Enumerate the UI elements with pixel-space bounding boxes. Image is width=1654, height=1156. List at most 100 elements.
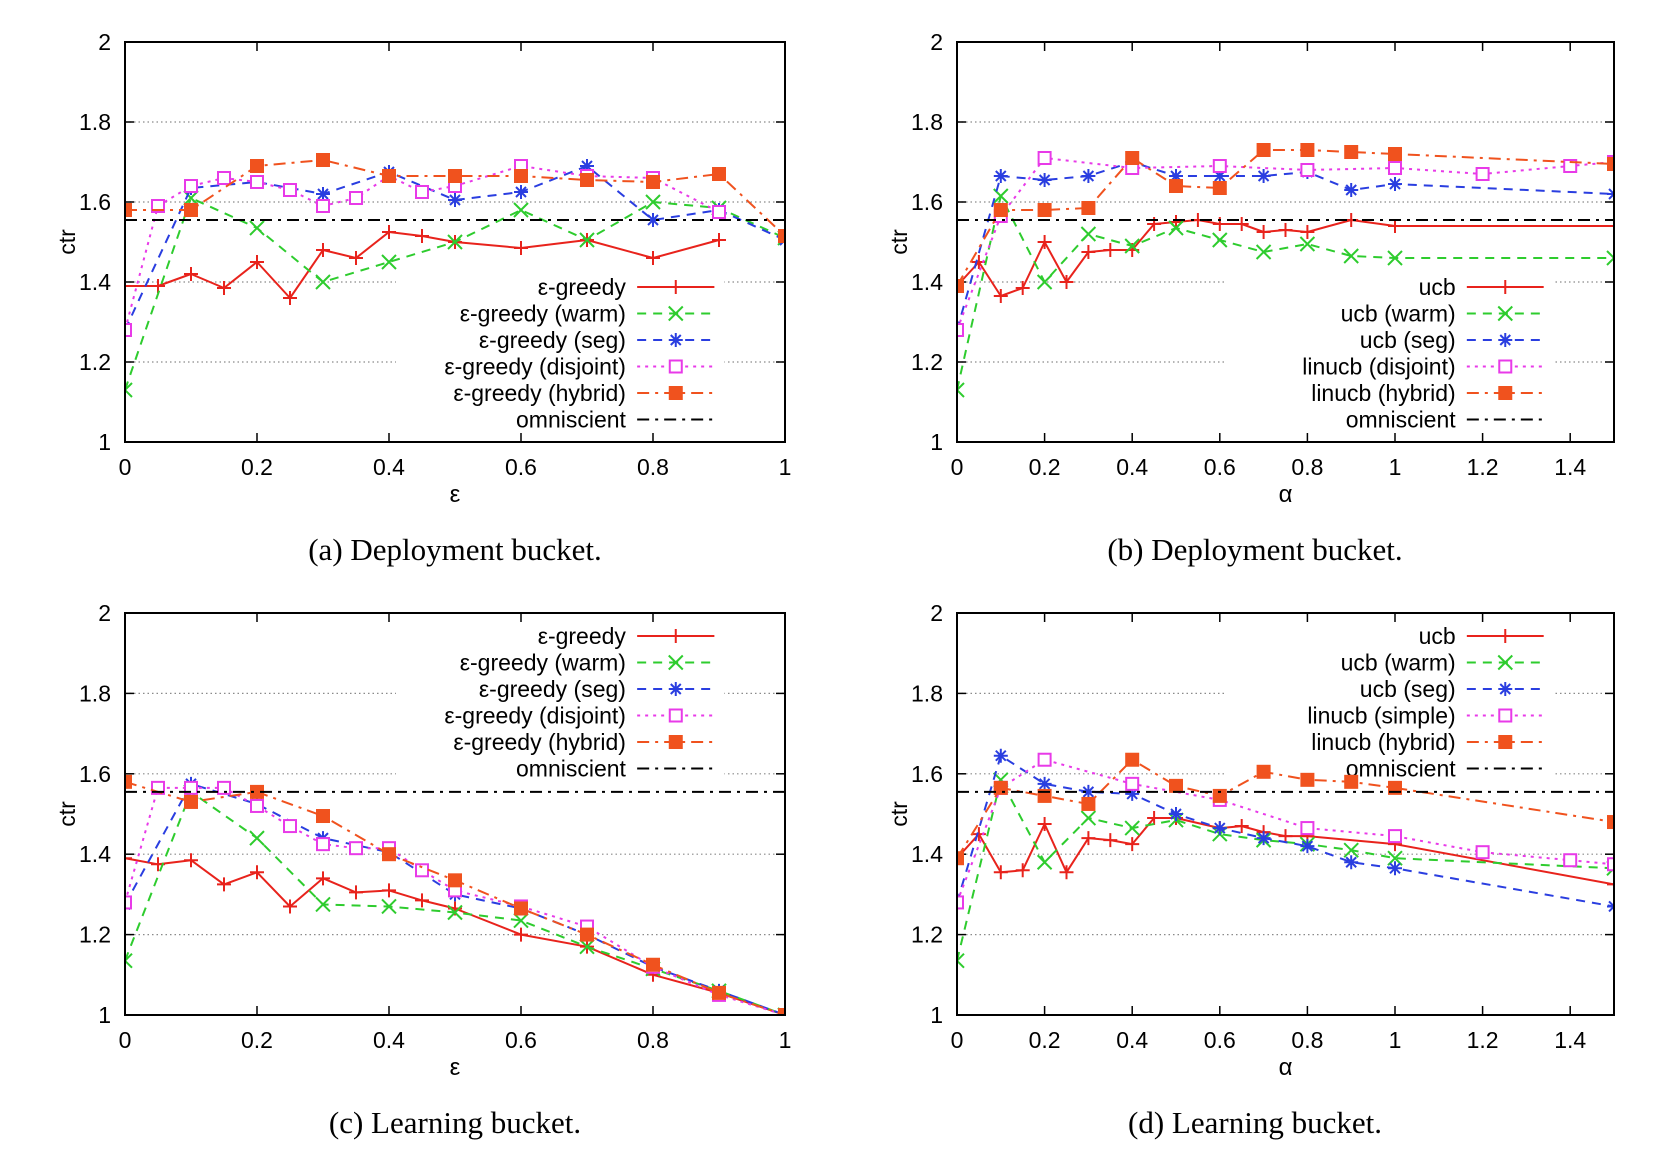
series-epsilon-greedy-point	[382, 225, 396, 239]
series-epsilon-greedy-disjoint-point	[125, 323, 132, 337]
series-linucb-hybrid-line	[957, 758, 1614, 859]
series-epsilon-greedy-hybrid-point	[646, 175, 660, 189]
plot-frame	[956, 612, 1615, 1016]
series-ucb-point	[1147, 811, 1162, 826]
series-epsilon-greedy-point	[184, 853, 198, 868]
series-epsilon-greedy-seg-point	[316, 187, 330, 201]
series-ucb-seg-point	[993, 748, 1008, 763]
series-ucb-seg-point	[1256, 831, 1271, 846]
series-epsilon-greedy-warm-point	[125, 382, 133, 398]
series-epsilon-greedy-hybrid-point	[448, 169, 462, 183]
legend-epsilon-greedy-seg-label: ε-greedy (seg)	[479, 327, 626, 353]
series-epsilon-greedy-point	[125, 851, 132, 866]
axis-ticks: 1 1.2 1.4 1.6 1.8 2 0 0.2 0.4 0.6 0.8 1	[79, 600, 791, 1053]
series-epsilon-greedy-line	[125, 857, 785, 1015]
series-epsilon-greedy-warm-point	[513, 912, 529, 929]
series-ucb-point	[1037, 235, 1052, 249]
series-ucb-seg-point	[1212, 821, 1227, 836]
series-epsilon-greedy-point	[151, 279, 165, 293]
series-epsilon-greedy-disjoint-point	[415, 185, 429, 199]
series-ucb-point	[1607, 877, 1614, 892]
chart-caption: (a) Deployment bucket.	[308, 532, 602, 567]
series-epsilon-greedy-warm-point	[579, 232, 595, 248]
series-ucb-point	[1278, 829, 1293, 844]
series-epsilon-greedy-point	[349, 885, 363, 900]
series-linucb-disjoint-point	[1037, 151, 1052, 165]
series-epsilon-greedy-point	[250, 865, 264, 880]
x-tick-label: 0.2	[241, 1027, 273, 1053]
series-ucb-point	[1015, 863, 1030, 878]
series-epsilon-greedy-point	[415, 229, 429, 243]
series-ucb-warm-point	[1124, 238, 1140, 254]
series-epsilon-greedy-hybrid-point	[382, 169, 396, 183]
axis-ticks: 1 1.2 1.4 1.6 1.8 2 0 0.2 0.4 0.6 0.8 1 1.2 1.4	[911, 600, 1614, 1053]
legend-linucb-hybrid-label: linucb (hybrid)	[1311, 729, 1455, 755]
series-ucb-point	[1081, 831, 1096, 846]
series-epsilon-greedy-seg-line	[125, 782, 785, 1015]
series-ucb-point	[1059, 275, 1074, 289]
series-ucb-seg-point	[1169, 169, 1183, 183]
legend-epsilon-greedy-warm-label: ε-greedy (warm)	[460, 301, 626, 327]
series-ucb-warm-point	[1299, 236, 1316, 252]
legend-epsilon-greedy-label: ε-greedy	[538, 274, 627, 300]
series-epsilon-greedy-disjoint-point	[316, 837, 330, 852]
series-ucb-point	[993, 865, 1008, 880]
y-tick-label: 1.8	[79, 109, 111, 135]
series-ucb-seg-point	[1344, 183, 1359, 197]
series-ucb-warm-point	[1212, 232, 1228, 248]
legend-ucb-seg-label: ucb (seg)	[1360, 676, 1456, 702]
series-ucb-point	[1607, 219, 1614, 233]
legend-linucb-disjoint-label: linucb (disjoint)	[1302, 354, 1455, 380]
series-epsilon-greedy-hybrid-point	[448, 873, 462, 888]
y-tick-label: 1.6	[911, 189, 943, 215]
x-tick-label: 0	[119, 1027, 132, 1053]
legend-epsilon-greedy-disjoint-label: ε-greedy (disjoint)	[444, 703, 626, 729]
legend-ucb-warm-marker	[1497, 654, 1513, 671]
y-axis-label: ctr	[54, 229, 80, 255]
x-tick-label: 0.6	[1204, 1027, 1236, 1053]
series-linucb-simple-point	[1125, 776, 1140, 791]
chart-caption: (c) Learning bucket.	[329, 1105, 581, 1140]
x-tick-label: 0.8	[637, 454, 669, 480]
series-ucb-seg-point	[1169, 807, 1183, 821]
series-ucb-warm-point	[1168, 220, 1184, 236]
chart-panel-4: 1 1.2 1.4 1.6 1.8 2 0 0.2 0.4 0.6 0.8 1 1.2 1.4 ctr α (d…	[886, 600, 1615, 1140]
series-epsilon-greedy-disjoint-point	[250, 175, 264, 189]
plot-frame	[124, 41, 786, 443]
series-ucb-point	[1103, 243, 1118, 257]
legend-epsilon-greedy-hybrid-label: ε-greedy (hybrid)	[453, 729, 626, 755]
series-epsilon-greedy-point	[316, 871, 330, 886]
y-tick-label: 1.8	[911, 680, 943, 706]
series-linucb-disjoint-point	[1475, 167, 1490, 181]
chart-panel-3: 1 1.2 1.4 1.6 1.8 2 0 0.2 0.4 0.6 0.8 1 ctr ε (c) Lear…	[54, 600, 791, 1140]
series-epsilon-greedy-warm-point	[447, 234, 463, 250]
series-epsilon-greedy-hybrid-point	[316, 153, 330, 167]
series-epsilon-greedy-hybrid-point	[580, 927, 594, 942]
series-linucb-disjoint-point	[957, 323, 964, 337]
series-epsilon-greedy-point	[283, 291, 297, 305]
x-tick-label: 0	[951, 1027, 964, 1053]
x-tick-label: 0.4	[373, 1027, 405, 1053]
series-linucb-hybrid-point	[957, 851, 964, 866]
legend-linucb-hybrid-marker	[1498, 386, 1513, 400]
series-linucb-simple-point	[957, 895, 964, 910]
y-tick-label: 1.2	[911, 922, 943, 948]
y-tick-label: 1.2	[79, 922, 111, 948]
series-ucb-seg-line	[957, 754, 1614, 908]
legend-linucb-disjoint-marker	[1498, 359, 1513, 374]
x-tick-label: 1	[1389, 1027, 1402, 1053]
y-tick-label: 1.4	[79, 841, 111, 867]
series-epsilon-greedy-hybrid-point	[712, 167, 726, 181]
series-linucb-hybrid-point	[1300, 772, 1315, 787]
series-epsilon-greedy-disjoint-point	[316, 199, 330, 213]
series-linucb-hybrid-point	[993, 780, 1008, 795]
series-epsilon-greedy-hybrid-point	[514, 901, 528, 916]
series-epsilon-greedy-hybrid-point	[778, 229, 785, 243]
series-linucb-hybrid-line	[957, 149, 1614, 287]
legend-epsilon-greedy-hybrid-marker	[668, 735, 683, 749]
x-tick-label: 0.8	[1291, 454, 1323, 480]
plot-area	[957, 748, 1614, 969]
x-tick-label: 0.4	[373, 454, 405, 480]
series-ucb-warm-point	[1255, 244, 1272, 260]
